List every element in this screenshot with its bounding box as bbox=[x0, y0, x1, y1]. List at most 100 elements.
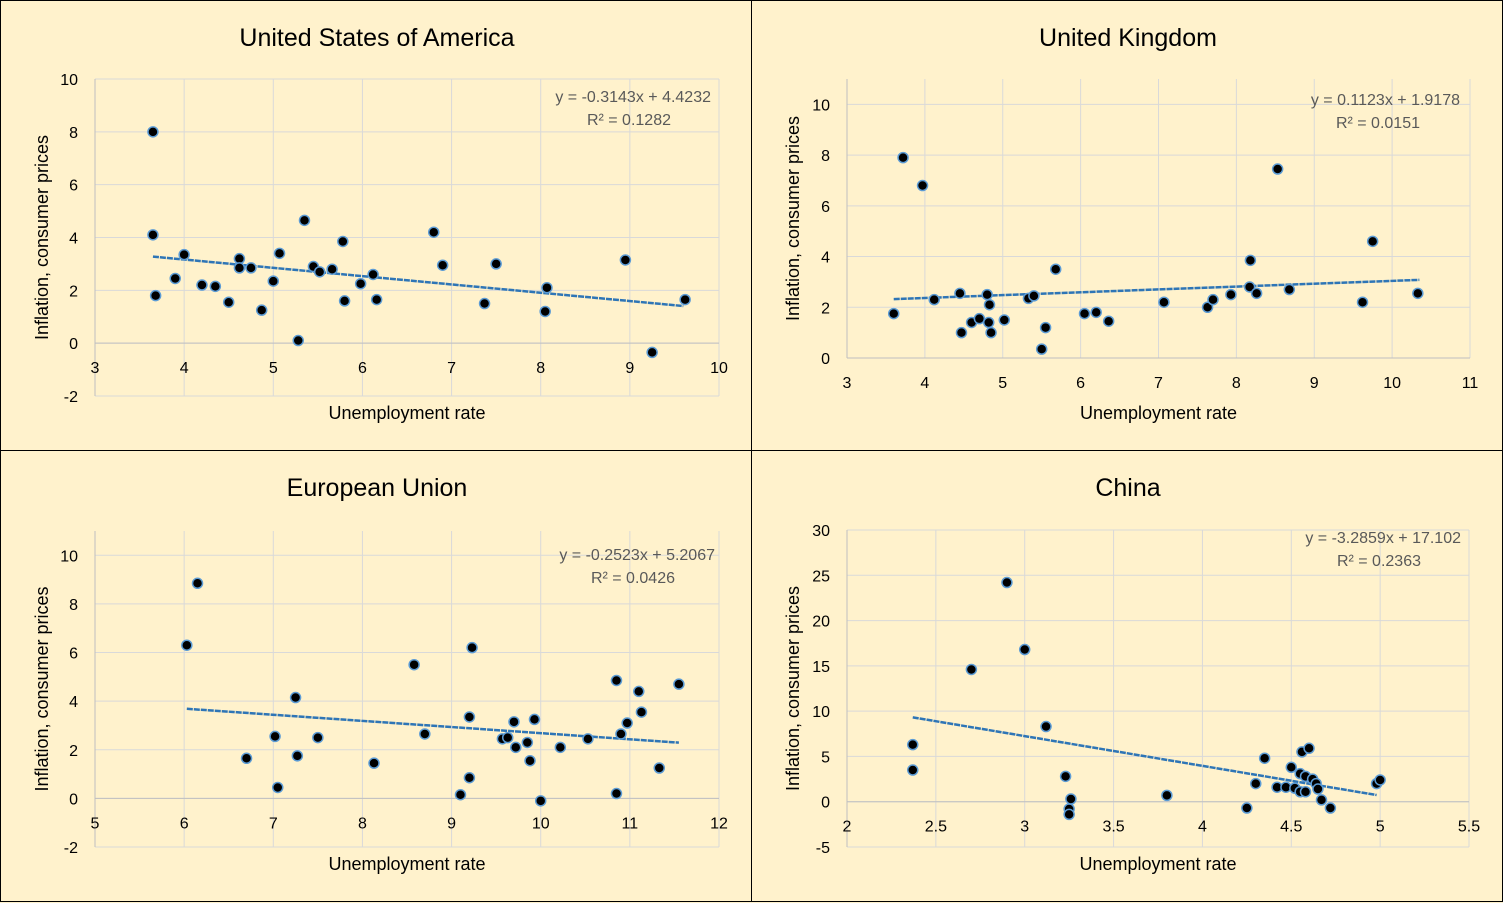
y-tick-label: 4 bbox=[69, 231, 78, 248]
y-tick-label: -2 bbox=[64, 389, 78, 406]
data-point bbox=[1001, 576, 1013, 589]
x-tick-label: 4 bbox=[920, 375, 929, 392]
data-point bbox=[337, 235, 349, 248]
trendline bbox=[186, 707, 679, 744]
chart-title: China bbox=[1095, 474, 1160, 502]
chart-eu: 5 6 7 8 9 10 11 12 -2 0 2 4 6 8 10 European Union Unempl… bbox=[32, 474, 728, 874]
data-point bbox=[887, 307, 900, 320]
x-tick-label: 2.5 bbox=[925, 819, 947, 836]
y-tick-label: 0 bbox=[69, 336, 78, 353]
data-point bbox=[610, 787, 623, 800]
y-axis-label: Inflation, consumer prices bbox=[32, 586, 52, 791]
data-point bbox=[291, 750, 304, 762]
x-tick-label: 5 bbox=[998, 375, 1007, 392]
y-tick-label: 4 bbox=[69, 694, 78, 711]
data-point bbox=[1078, 307, 1091, 320]
x-tick-label: 5 bbox=[1376, 819, 1385, 836]
data-point bbox=[501, 731, 514, 744]
data-point bbox=[326, 263, 338, 275]
x-axis-label: Unemployment rate bbox=[1080, 403, 1237, 423]
data-point bbox=[1412, 287, 1424, 300]
data-point bbox=[633, 685, 645, 698]
x-tick-label: 7 bbox=[447, 360, 456, 377]
x-tick-label: 3.5 bbox=[1102, 819, 1124, 836]
y-tick-label: 6 bbox=[69, 178, 78, 195]
chart-china: 2 2.5 3 3.5 4 4.5 5 5.5 -5 0 5 10 15 20 25 30 China Unemp… bbox=[783, 474, 1480, 874]
y-tick-label: 6 bbox=[821, 199, 830, 216]
data-point bbox=[554, 741, 567, 754]
y-tick-label: 0 bbox=[821, 351, 830, 368]
x-tick-label: 5 bbox=[91, 815, 100, 832]
trendline-equation: y = 0.1123x + 1.9178 bbox=[1311, 92, 1460, 109]
data-point bbox=[1356, 296, 1369, 308]
data-point bbox=[524, 754, 536, 767]
data-point bbox=[427, 226, 440, 238]
data-point bbox=[646, 346, 658, 359]
data-point bbox=[982, 316, 995, 329]
x-tick-label: 6 bbox=[1076, 375, 1085, 392]
data-point bbox=[149, 289, 162, 302]
data-point bbox=[292, 334, 304, 347]
chart-panel-usa: 3 4 5 6 7 8 9 10 -2 0 2 4 6 8 10 United States of Ameri… bbox=[0, 0, 752, 451]
chart-panel-eu: 5 6 7 8 9 10 11 12 -2 0 2 4 6 8 10 European Union Unempl… bbox=[0, 450, 752, 902]
data-point bbox=[521, 736, 534, 749]
y-tick-label: 8 bbox=[69, 125, 78, 142]
data-point bbox=[998, 314, 1011, 326]
data-point bbox=[368, 757, 380, 769]
x-tick-label: 10 bbox=[532, 815, 550, 832]
data-point bbox=[653, 762, 666, 774]
x-tick-label: 7 bbox=[269, 815, 278, 832]
r-squared-label: R² = 0.0426 bbox=[591, 570, 675, 587]
data-point bbox=[965, 663, 978, 676]
y-tick-label: 15 bbox=[812, 659, 830, 676]
x-tick-label: 12 bbox=[710, 815, 728, 832]
y-axis-label: Inflation, consumer prices bbox=[783, 586, 803, 791]
trendline-equation: y = -0.2523x + 5.2067 bbox=[559, 547, 715, 564]
x-tick-label: 11 bbox=[1462, 375, 1479, 392]
data-point bbox=[1244, 254, 1257, 267]
data-point bbox=[635, 706, 648, 718]
y-tick-label: 10 bbox=[60, 548, 78, 565]
x-tick-label: 4.5 bbox=[1280, 819, 1302, 836]
x-tick-label: 8 bbox=[536, 360, 545, 377]
data-point bbox=[463, 711, 476, 723]
data-point bbox=[1102, 315, 1115, 327]
chart-title: European Union bbox=[287, 474, 468, 502]
data-point bbox=[1049, 263, 1062, 275]
x-tick-label: 7 bbox=[1154, 375, 1163, 392]
data-point bbox=[1303, 742, 1315, 755]
y-tick-label: 2 bbox=[69, 283, 78, 300]
x-tick-label: 3 bbox=[91, 360, 100, 377]
r-squared-label: R² = 0.1282 bbox=[587, 112, 671, 129]
x-tick-label: 5 bbox=[269, 360, 278, 377]
data-point bbox=[673, 678, 685, 690]
data-point bbox=[619, 254, 632, 266]
data-point bbox=[271, 781, 284, 794]
trendline bbox=[912, 716, 1377, 797]
data-point bbox=[269, 730, 281, 743]
data-point bbox=[178, 248, 190, 261]
data-point bbox=[907, 764, 919, 776]
y-tick-label: 10 bbox=[812, 704, 830, 721]
x-tick-label: 4 bbox=[180, 360, 189, 377]
y-tick-label: 5 bbox=[821, 749, 830, 766]
data-point bbox=[1035, 343, 1048, 355]
data-point bbox=[582, 733, 594, 745]
data-point bbox=[528, 713, 541, 726]
data-point bbox=[419, 728, 431, 740]
y-axis-label: Inflation, consumer prices bbox=[783, 116, 803, 321]
data-point bbox=[534, 795, 547, 807]
data-point bbox=[916, 179, 929, 192]
data-point bbox=[147, 126, 159, 138]
data-point bbox=[147, 229, 159, 241]
data-point bbox=[1161, 789, 1173, 802]
x-tick-label: 10 bbox=[710, 360, 728, 377]
data-point bbox=[354, 277, 367, 290]
data-point bbox=[313, 266, 326, 278]
y-axis-label: Inflation, consumer prices bbox=[32, 135, 52, 340]
x-tick-label: 8 bbox=[1232, 375, 1241, 392]
data-point bbox=[181, 639, 193, 651]
data-point bbox=[1374, 774, 1386, 786]
x-axis-label: Unemployment rate bbox=[1079, 854, 1236, 874]
data-point bbox=[985, 326, 997, 339]
